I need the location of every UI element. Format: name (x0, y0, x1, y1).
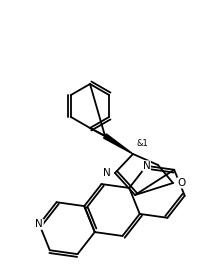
Text: &1: &1 (136, 139, 148, 148)
Text: N: N (103, 168, 110, 178)
Text: O: O (176, 178, 184, 188)
Polygon shape (103, 134, 132, 154)
Text: N: N (142, 161, 150, 171)
Text: N: N (35, 219, 43, 229)
